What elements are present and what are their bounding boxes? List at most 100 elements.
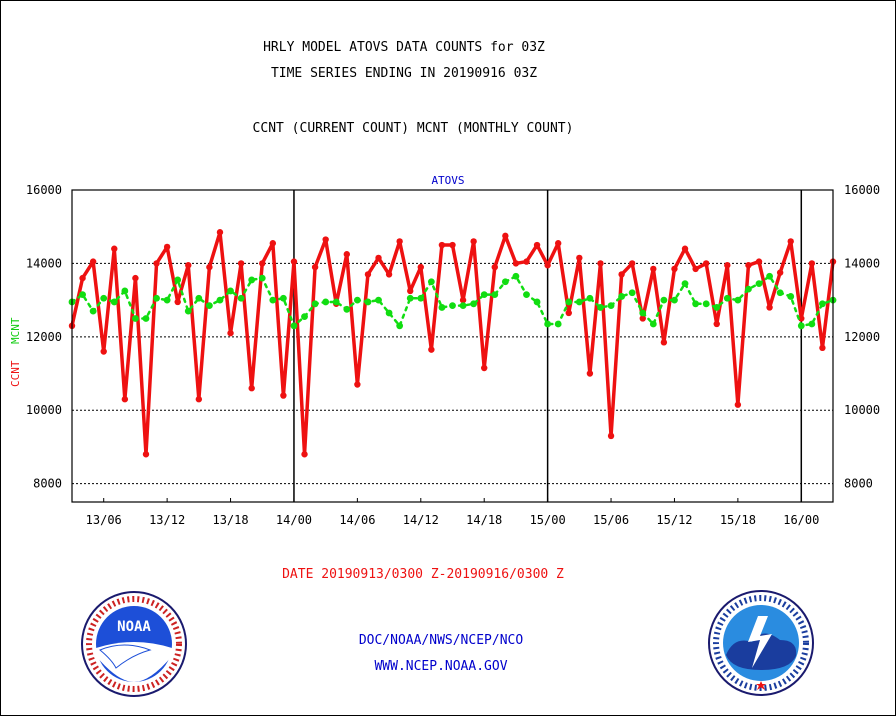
point-ccnt-28 xyxy=(364,271,372,278)
point-mcnt-61 xyxy=(713,304,721,311)
point-ccnt-2 xyxy=(89,258,97,265)
point-mcnt-26 xyxy=(343,305,351,313)
point-mcnt-52 xyxy=(618,293,626,300)
point-ccnt-39 xyxy=(481,364,488,372)
point-ccnt-35 xyxy=(438,241,446,249)
y-tick-label-left-12000: 12000 xyxy=(26,330,62,344)
point-mcnt-1 xyxy=(79,291,86,299)
point-ccnt-68 xyxy=(787,238,794,245)
point-mcnt-35 xyxy=(438,304,446,311)
point-mcnt-69 xyxy=(797,322,805,330)
point-mcnt-71 xyxy=(819,300,826,308)
x-tick-label-5: 14/12 xyxy=(403,513,439,527)
point-mcnt-28 xyxy=(364,298,372,306)
point-mcnt-40 xyxy=(491,291,499,299)
point-mcnt-49 xyxy=(586,294,594,302)
point-mcnt-48 xyxy=(575,298,583,306)
point-ccnt-33 xyxy=(417,263,424,271)
x-tick-label-6: 14/18 xyxy=(466,513,502,527)
chart-title: ATOVS xyxy=(431,174,464,187)
point-ccnt-42 xyxy=(512,260,520,267)
point-mcnt-51 xyxy=(607,302,615,310)
point-ccnt-41 xyxy=(502,232,509,240)
point-mcnt-21 xyxy=(290,322,298,330)
point-ccnt-49 xyxy=(586,370,594,377)
point-mcnt-67 xyxy=(776,289,784,297)
point-mcnt-3 xyxy=(100,294,108,302)
point-ccnt-15 xyxy=(227,329,234,337)
point-ccnt-9 xyxy=(163,243,171,251)
point-ccnt-67 xyxy=(776,269,784,276)
point-ccnt-40 xyxy=(491,263,498,271)
point-ccnt-30 xyxy=(385,271,393,278)
point-ccnt-54 xyxy=(639,315,646,322)
point-ccnt-21 xyxy=(290,258,298,265)
point-mcnt-31 xyxy=(396,322,404,330)
y-tick-label-left-14000: 14000 xyxy=(26,256,62,270)
header-title-line3: CCNT (CURRENT COUNT) MCNT (MONTHLY COUNT… xyxy=(253,121,574,136)
point-ccnt-36 xyxy=(449,241,456,249)
point-mcnt-17 xyxy=(248,276,256,284)
x-tick-label-11: 16/00 xyxy=(783,513,819,527)
point-mcnt-66 xyxy=(766,272,773,280)
point-mcnt-57 xyxy=(671,296,678,304)
point-mcnt-62 xyxy=(723,294,731,302)
x-tick-label-1: 13/12 xyxy=(149,513,185,527)
point-ccnt-12 xyxy=(195,396,203,403)
point-ccnt-1 xyxy=(79,274,86,282)
point-ccnt-63 xyxy=(734,401,742,408)
point-ccnt-19 xyxy=(269,240,277,247)
point-mcnt-27 xyxy=(353,296,361,304)
point-mcnt-64 xyxy=(745,285,752,293)
point-mcnt-25 xyxy=(332,298,340,306)
point-mcnt-22 xyxy=(301,313,308,321)
point-mcnt-39 xyxy=(480,291,488,299)
point-mcnt-29 xyxy=(375,296,382,304)
point-ccnt-66 xyxy=(766,304,773,311)
point-ccnt-70 xyxy=(808,260,816,267)
point-mcnt-13 xyxy=(206,302,213,310)
point-mcnt-33 xyxy=(417,294,425,302)
point-mcnt-65 xyxy=(755,280,763,287)
point-mcnt-56 xyxy=(660,296,668,304)
point-mcnt-24 xyxy=(322,298,330,306)
point-mcnt-43 xyxy=(523,291,530,299)
point-mcnt-30 xyxy=(385,309,393,317)
x-tick-label-2: 13/18 xyxy=(212,513,248,527)
point-mcnt-55 xyxy=(649,320,657,328)
point-mcnt-42 xyxy=(512,272,520,280)
point-mcnt-36 xyxy=(449,302,456,310)
point-ccnt-61 xyxy=(713,320,720,328)
point-mcnt-20 xyxy=(279,294,287,302)
point-ccnt-51 xyxy=(607,432,615,440)
point-mcnt-5 xyxy=(121,287,129,295)
point-ccnt-46 xyxy=(554,240,562,247)
point-ccnt-50 xyxy=(597,260,604,267)
y-axis-label-ccnt: CCNT xyxy=(9,360,22,387)
point-ccnt-4 xyxy=(111,245,118,252)
y-tick-label-right-14000: 14000 xyxy=(844,256,880,270)
y-tick-label-left-8000: 8000 xyxy=(33,477,62,491)
point-mcnt-23 xyxy=(311,300,319,308)
point-ccnt-7 xyxy=(142,451,150,458)
point-mcnt-4 xyxy=(110,298,118,306)
point-mcnt-38 xyxy=(470,300,478,308)
point-ccnt-44 xyxy=(533,241,541,249)
point-ccnt-11 xyxy=(185,262,192,269)
point-ccnt-8 xyxy=(153,260,160,267)
point-ccnt-38 xyxy=(470,238,477,245)
point-mcnt-15 xyxy=(227,287,234,295)
y-tick-label-left-16000: 16000 xyxy=(26,183,62,197)
y-tick-label-right-8000: 8000 xyxy=(844,477,873,491)
point-mcnt-50 xyxy=(597,304,604,311)
point-ccnt-48 xyxy=(576,254,583,262)
point-ccnt-27 xyxy=(354,381,361,388)
website-label: WWW.NCEP.NOAA.GOV xyxy=(374,659,507,674)
point-mcnt-68 xyxy=(787,293,795,300)
x-tick-label-0: 13/06 xyxy=(86,513,122,527)
point-mcnt-34 xyxy=(427,278,435,286)
x-tick-label-7: 15/00 xyxy=(530,513,566,527)
point-ccnt-69 xyxy=(798,315,805,322)
y-axis-label-mcnt: MCNT xyxy=(9,317,22,344)
point-ccnt-29 xyxy=(375,254,382,262)
